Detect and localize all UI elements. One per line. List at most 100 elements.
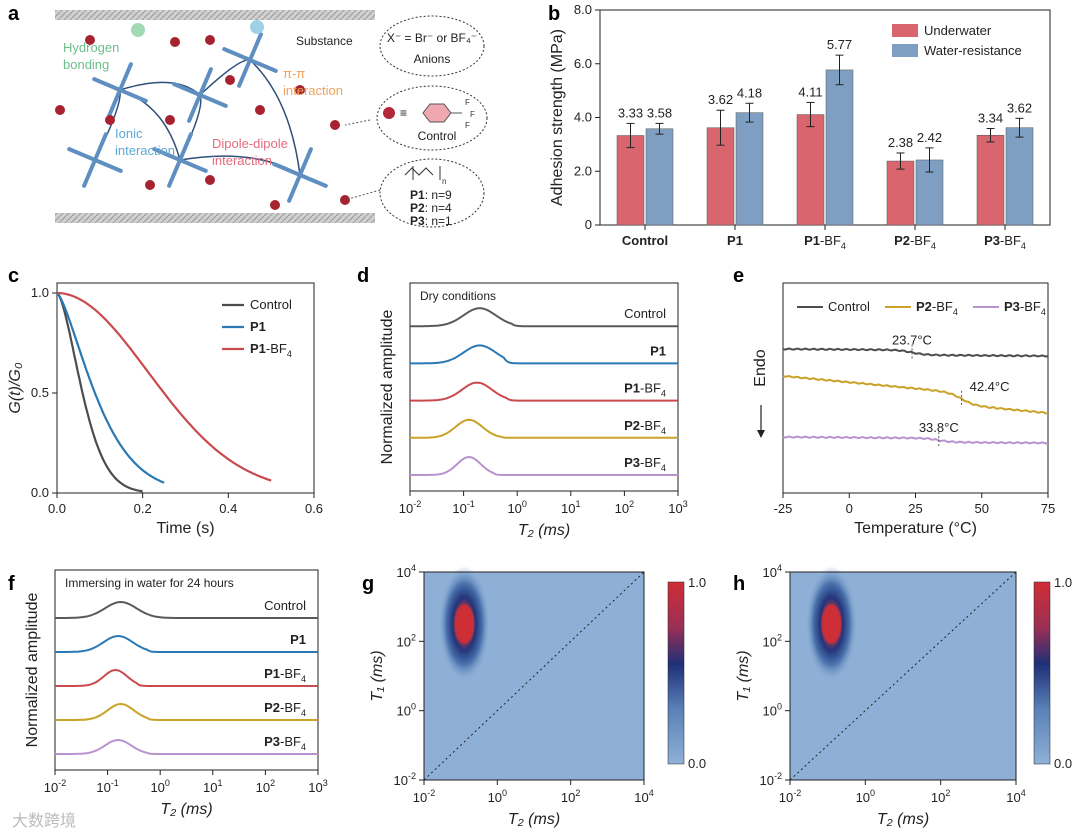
panel-label-h: h xyxy=(733,573,745,595)
x-tick-label-exp: 4 xyxy=(649,788,654,798)
x-tick-label: 101 xyxy=(561,499,580,516)
x-tick-label: 25 xyxy=(908,501,922,516)
y-tick-label-base: 10 xyxy=(760,773,774,788)
legend-label: Underwater xyxy=(924,23,992,38)
x-axis-label: Time (s) xyxy=(156,520,214,537)
ionic-label-1: Ionic xyxy=(115,126,143,141)
star-arm xyxy=(248,58,278,73)
star-arm xyxy=(237,58,252,88)
x-tick-label: 75 xyxy=(1041,501,1055,516)
x-tick-label-base: 10 xyxy=(452,501,466,516)
x-tick-label-exp: -1 xyxy=(111,778,119,788)
bar-underwater xyxy=(886,160,915,226)
series-label-bold: P1 xyxy=(290,632,306,647)
top-substrate xyxy=(55,10,375,20)
star-arm xyxy=(287,173,302,203)
callout-line-alkyl xyxy=(344,189,381,201)
variant-n: : n=1 xyxy=(425,214,452,228)
x-tick-label-exp: 3 xyxy=(683,499,688,509)
pendant-bead xyxy=(205,35,215,45)
pendant-bead xyxy=(255,105,265,115)
series-label-rest: -BF xyxy=(280,666,301,681)
legend-label: P1 xyxy=(250,319,266,334)
star-arm xyxy=(118,88,148,103)
star-arm xyxy=(107,88,122,118)
pendant-bead xyxy=(225,75,235,85)
axes-frame-f xyxy=(54,569,319,771)
x-tick-label: 0.2 xyxy=(134,501,152,516)
bar-water-resistance xyxy=(825,69,854,226)
heatmap-peak-core xyxy=(821,604,842,644)
pendant-icon xyxy=(383,107,395,119)
x-tick-label: P1 xyxy=(727,233,743,248)
bar-underwater xyxy=(616,135,645,226)
x-tick-label-base: 10 xyxy=(413,790,427,805)
series-label-rest: Control xyxy=(264,598,306,613)
bar-water-resistance xyxy=(735,112,764,226)
x-tick-label-bold: P2 xyxy=(894,233,910,248)
series-label: P3-BF4 xyxy=(624,455,666,473)
series-p2-bf4 xyxy=(782,375,1049,415)
dipole-label-2: interaction xyxy=(212,153,272,168)
series-control xyxy=(55,600,318,619)
bar-water-resistance xyxy=(645,128,674,226)
x-tick-label-exp: -2 xyxy=(427,788,435,798)
y-tick-label-base: 10 xyxy=(763,634,777,649)
x-tick-label-base: 10 xyxy=(779,790,793,805)
series-p2-bf4 xyxy=(410,418,678,439)
y-tick-label-base: 10 xyxy=(394,773,408,788)
f-atom-1: F xyxy=(465,98,470,107)
pipi-label-1: π-π xyxy=(283,66,305,81)
y-tick-label-base: 10 xyxy=(763,565,777,580)
pendant-bead xyxy=(170,37,180,47)
x-tick-label: 10-2 xyxy=(399,499,421,516)
series-label-rest: -BF xyxy=(640,455,661,470)
pendant-bead xyxy=(205,175,215,185)
x-tick-label-exp: 4 xyxy=(1021,788,1026,798)
x-axis-label: T₂ (ms) xyxy=(518,522,570,539)
series-label-bold: P1 xyxy=(264,666,280,681)
series-label-rest: -BF xyxy=(640,381,661,396)
series-control xyxy=(782,347,1049,358)
legend-label-rest: -BF xyxy=(932,299,953,314)
data-label: 3.62 xyxy=(1007,100,1032,115)
legend-label-sub: 4 xyxy=(287,349,292,359)
series-p1 xyxy=(56,292,165,484)
panel-title: Immersing in water for 24 hours xyxy=(65,576,234,590)
x-tick-label-bold: Control xyxy=(622,233,668,248)
star-arm xyxy=(67,147,97,162)
x-tick-label-base: 10 xyxy=(256,780,270,795)
y-tick-label: 100 xyxy=(763,702,782,719)
n-subscript: n xyxy=(442,177,446,186)
series-control xyxy=(56,292,143,493)
watermark: 大数跨境 xyxy=(12,811,76,830)
panel-label-e: e xyxy=(733,265,744,287)
y-tick-label-base: 10 xyxy=(397,565,411,580)
star-arm xyxy=(93,132,108,162)
legend-label: P2-BF4 xyxy=(916,299,958,317)
pendant-bead xyxy=(85,35,95,45)
x-tick-label: P1-BF4 xyxy=(804,233,846,251)
variant-name: P3 xyxy=(410,214,425,228)
pendant-bead xyxy=(330,120,340,130)
equiv-sign: ≡ xyxy=(400,106,407,120)
hbond-label-2: bonding xyxy=(63,57,109,72)
chain-link xyxy=(249,59,301,176)
x-tick-label: 102 xyxy=(931,788,950,805)
pendant-bead xyxy=(295,85,305,95)
series-control xyxy=(410,307,678,328)
series-label-bold: P3 xyxy=(264,734,280,749)
star-arm xyxy=(152,147,182,162)
y-axis-label: Endo xyxy=(752,349,769,386)
x-tick-label: 104 xyxy=(634,788,653,805)
star-arm xyxy=(178,158,208,173)
series-label: P1 xyxy=(290,632,306,647)
series-label: P3-BF4 xyxy=(264,734,306,752)
substance-label: Substance xyxy=(296,34,353,48)
panel-label-b: b xyxy=(548,3,560,25)
x-tick-label-base: 10 xyxy=(931,790,945,805)
x-tick-label-bold: P3 xyxy=(984,233,1000,248)
series-label-bold: P2 xyxy=(264,700,280,715)
